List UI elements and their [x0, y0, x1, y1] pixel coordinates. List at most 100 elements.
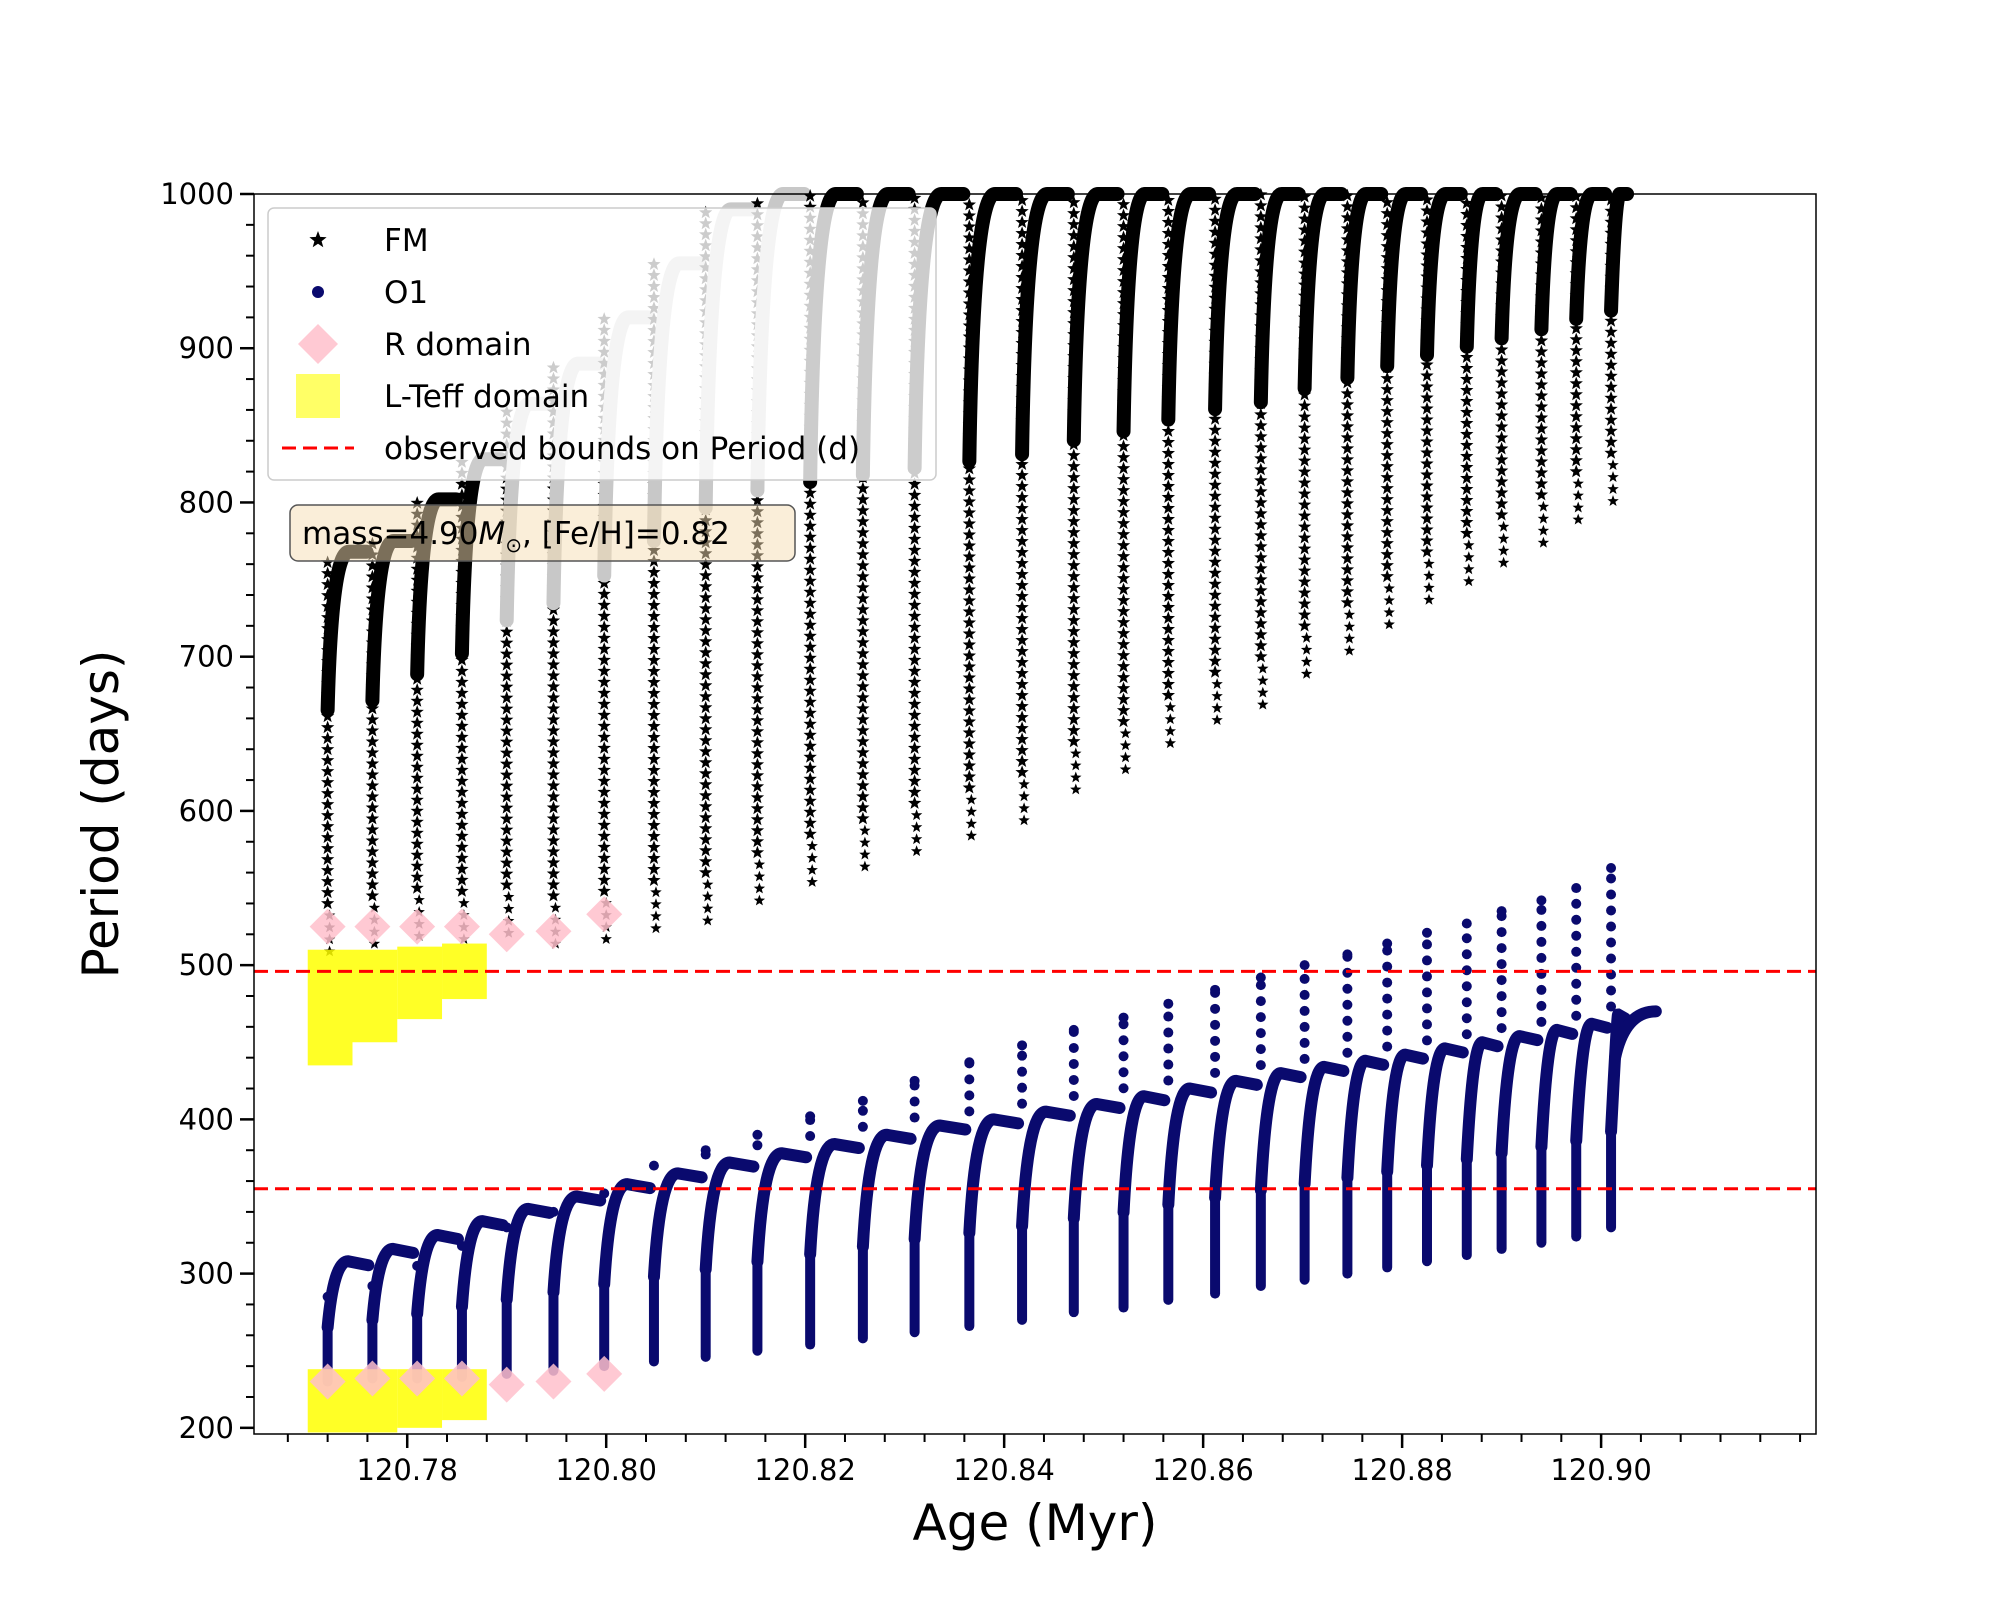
fm-star: [1604, 446, 1618, 459]
o1-curve: [1117, 1090, 1171, 1219]
fm-star: [1340, 518, 1355, 532]
o1-dot: [964, 1090, 975, 1101]
fm-star: [321, 830, 335, 844]
fm-pulse: [410, 492, 463, 941]
fm-star: [1067, 723, 1081, 737]
fm-star: [1380, 459, 1394, 473]
fm-star: [1420, 533, 1434, 547]
fm-star: [1067, 591, 1081, 605]
fm-star: [500, 723, 514, 737]
fm-star: [600, 933, 612, 944]
fm-star: [1460, 394, 1474, 407]
fm-star: [1340, 408, 1355, 422]
fm-pulse: [499, 396, 555, 938]
fm-star: [750, 636, 765, 650]
fm-star: [1116, 681, 1131, 695]
o1-dot: [1068, 1024, 1079, 1035]
fm-star: [803, 574, 817, 587]
fm-star: [1340, 419, 1355, 433]
fm-star: [500, 778, 514, 792]
fm-star: [1018, 802, 1030, 814]
o1-dot: [1382, 993, 1393, 1004]
legend-entry: O1: [312, 275, 428, 311]
fm-star: [750, 647, 765, 661]
fm-star: [962, 626, 976, 640]
fm-star: [908, 741, 922, 754]
fm-star: [962, 659, 976, 673]
fm-star: [1161, 666, 1175, 679]
fm-star: [1015, 600, 1029, 613]
fm-star: [1208, 544, 1222, 557]
fm-star: [1254, 550, 1268, 564]
fm-star: [750, 493, 765, 507]
legend-diamond-marker: [298, 324, 338, 364]
fm-star: [1340, 496, 1355, 510]
fm-star: [500, 789, 514, 803]
fm-star: [1208, 665, 1222, 678]
legend-entry: L-Teff domain: [296, 374, 589, 418]
o1-dot: [1342, 1015, 1353, 1026]
fm-star: [1067, 657, 1081, 671]
fm-star: [647, 686, 661, 699]
lteff-block: [352, 949, 398, 1043]
o1-curve: [1495, 1030, 1544, 1160]
fm-curve: [1161, 187, 1217, 427]
fm-curve: [1459, 187, 1503, 354]
fm-star: [321, 742, 335, 756]
fm-star: [1161, 534, 1175, 547]
fm-star: [1067, 635, 1081, 649]
fm-curve: [1297, 187, 1349, 396]
fm-star: [1495, 474, 1509, 488]
fm-star: [856, 800, 870, 814]
fm-star: [1116, 714, 1131, 728]
fm-star: [365, 756, 380, 770]
y-tick-label: 600: [179, 794, 234, 828]
o1-dot: [1461, 997, 1472, 1008]
fm-star: [908, 565, 922, 578]
fm-star: [1067, 503, 1081, 517]
fm-star: [908, 752, 922, 765]
fm-star: [1534, 476, 1549, 490]
fm-star: [1420, 434, 1434, 448]
fm-star: [1161, 490, 1175, 503]
fm-star: [1015, 226, 1029, 239]
fm-star: [908, 620, 922, 633]
fm-star: [1070, 747, 1082, 759]
fm-star: [410, 870, 424, 883]
fm-star: [803, 772, 817, 785]
fm-star: [1208, 192, 1222, 205]
fm-star: [859, 848, 871, 860]
fm-star: [321, 720, 335, 734]
fm-star: [1298, 211, 1312, 225]
fm-star: [1015, 490, 1029, 503]
legend-entry: R domain: [298, 324, 532, 364]
fm-star: [1463, 575, 1475, 587]
fm-star: [962, 527, 976, 541]
o1-dot: [1382, 961, 1393, 972]
fm-pulse: [1208, 187, 1262, 725]
fm-star: [856, 525, 870, 539]
fm-star: [1116, 505, 1131, 519]
fm-star: [1340, 529, 1355, 543]
fm-star: [859, 836, 871, 848]
fm-star: [1015, 248, 1029, 261]
fm-star: [455, 884, 469, 897]
fm-star: [410, 683, 424, 696]
fm-star: [597, 862, 611, 875]
fm-star: [1569, 332, 1583, 346]
fm-star: [803, 662, 817, 675]
fm-star: [650, 910, 662, 922]
fm-star: [908, 653, 922, 666]
fm-star: [455, 851, 469, 864]
fm-star: [1067, 646, 1081, 660]
fm-star: [1067, 470, 1081, 484]
fm-star: [1161, 237, 1175, 250]
legend-label: observed bounds on Period (d): [384, 431, 860, 467]
fm-star: [597, 818, 611, 831]
fm-star: [1116, 461, 1131, 475]
fm-star: [1380, 514, 1394, 528]
o1-dot: [1299, 1021, 1310, 1032]
fm-star: [856, 723, 870, 737]
fm-star: [365, 701, 380, 715]
fm-star: [1015, 732, 1029, 745]
